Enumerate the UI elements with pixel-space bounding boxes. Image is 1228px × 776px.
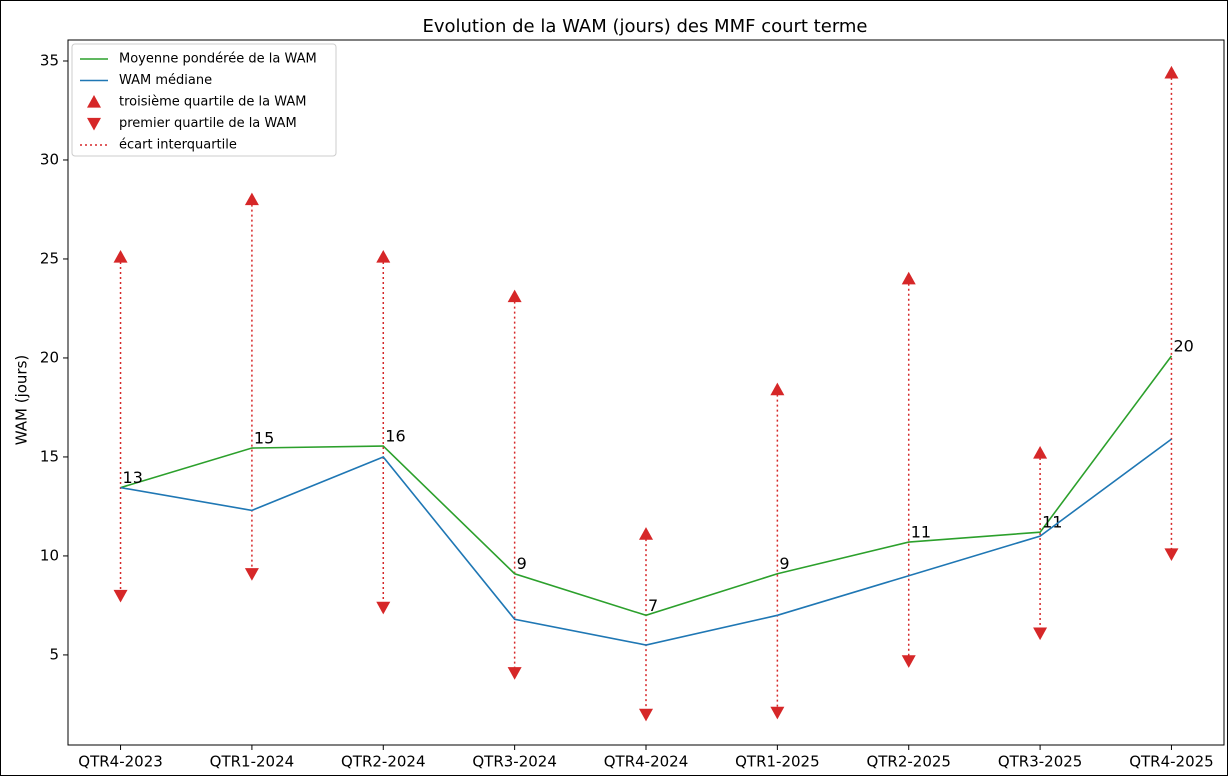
quartile-marker (1033, 627, 1048, 641)
legend-swatch (87, 117, 101, 131)
value-label: 20 (1173, 336, 1193, 355)
legend-swatch (87, 95, 101, 108)
y-axis-label: WAM (jours) (13, 355, 31, 446)
value-label: 11 (911, 523, 931, 542)
y-tick-label: 30 (40, 150, 59, 168)
x-tick-label: QTR4-2024 (604, 753, 689, 771)
quartile-marker (770, 382, 785, 396)
value-label: 9 (517, 554, 527, 573)
y-tick-label: 15 (40, 447, 59, 465)
y-tick-label: 35 (40, 51, 59, 69)
y-tick-label: 20 (40, 348, 59, 366)
y-tick-label: 5 (49, 645, 59, 663)
y-tick-label: 10 (40, 546, 59, 564)
x-tick-label: QTR1-2025 (735, 753, 820, 771)
legend-label: premier quartile de la WAM (119, 116, 297, 131)
x-tick-label: QTR1-2024 (210, 753, 295, 771)
quartile-marker (244, 568, 259, 581)
value-label: 13 (123, 468, 143, 487)
legend-box (71, 43, 337, 157)
quartile-marker (113, 249, 128, 263)
quartile-marker (901, 271, 916, 285)
x-tick-label: QTR3-2025 (998, 753, 1083, 771)
quartile-marker (507, 667, 522, 680)
x-tick-label: QTR2-2024 (341, 753, 426, 771)
series-line (120, 355, 1173, 617)
legend: Moyenne pondérée de la WAM WAM médiane tro… (71, 43, 337, 157)
quartile-marker (507, 289, 522, 303)
value-label: 11 (1042, 513, 1062, 532)
series-line (120, 438, 1172, 646)
quartile-marker (901, 655, 916, 668)
legend-label: WAM médiane (119, 73, 212, 88)
legend-label: écart interquartile (119, 138, 237, 153)
x-tick-label: QTR4-2023 (78, 753, 163, 771)
quartile-marker (639, 708, 653, 722)
quartile-marker (113, 589, 128, 603)
legend-label: Moyenne pondérée de la WAM (119, 52, 317, 67)
quartile-marker (376, 249, 391, 263)
quartile-marker (770, 706, 785, 720)
x-tick-label: QTR2-2025 (866, 753, 951, 771)
quartile-marker (376, 601, 391, 615)
x-tick-label: QTR3-2024 (472, 753, 557, 771)
x-tick-label: QTR4-2025 (1129, 753, 1214, 771)
value-label: 15 (254, 429, 274, 448)
quartile-marker (1164, 65, 1179, 79)
quartile-marker (244, 192, 259, 206)
y-tick-label: 25 (40, 249, 59, 267)
quartile-marker (1033, 445, 1048, 459)
value-label: 16 (385, 427, 405, 446)
value-label: 9 (779, 554, 789, 573)
value-label: 7 (648, 596, 658, 615)
quartile-marker (639, 527, 653, 540)
quartile-marker (1164, 548, 1179, 561)
chart-title: Evolution de la WAM (jours) des MMF cour… (422, 16, 867, 37)
legend-label: troisième quartile de la WAM (119, 95, 307, 110)
